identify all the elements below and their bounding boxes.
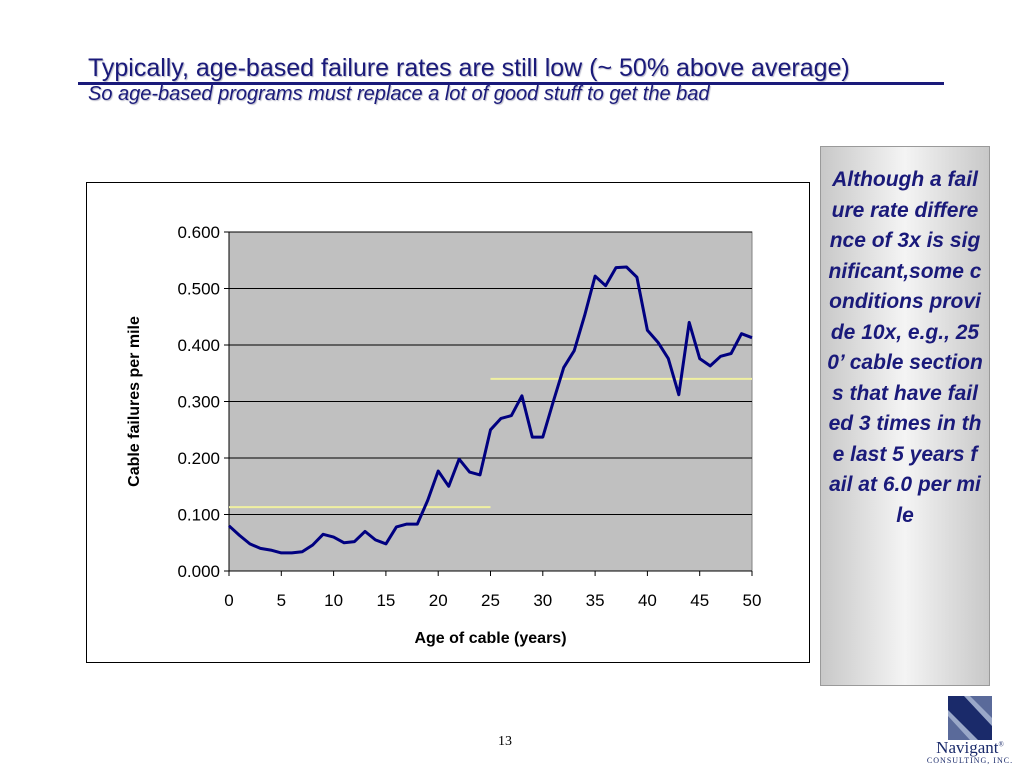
logo-trademark: ® xyxy=(998,740,1004,749)
y-tick-label: 0.200 xyxy=(177,449,220,468)
y-tick-label: 0.400 xyxy=(177,336,220,355)
line-chart: 0.000 0.100 0.200 0.300 0.400 0.500 0.600 0 5 10 1… xyxy=(126,223,762,647)
callout-text: Although a failure rate difference of 3x… xyxy=(827,168,983,527)
y-tick-label: 0.600 xyxy=(177,223,220,242)
title-rule xyxy=(78,82,944,85)
x-tick-label: 30 xyxy=(533,591,552,610)
x-tick-label: 35 xyxy=(586,591,605,610)
y-tick-label: 0.300 xyxy=(177,393,220,412)
logo-name-text: Navigant xyxy=(936,738,999,757)
navigant-logo-mark xyxy=(948,696,992,740)
x-axis-label: Age of cable (years) xyxy=(414,630,566,647)
x-tick-label: 50 xyxy=(743,591,762,610)
title-block: Typically, age-based failure rates are s… xyxy=(88,54,958,106)
slide-subtitle: So age-based programs must replace a lot… xyxy=(88,83,710,105)
logo-name: Navigant® xyxy=(918,738,1022,758)
x-tick-label: 5 xyxy=(277,591,286,610)
chart-frame: 0.000 0.100 0.200 0.300 0.400 0.500 0.600 0 5 10 1… xyxy=(86,182,810,663)
x-tick-label: 40 xyxy=(638,591,657,610)
y-axis-label: Cable failures per mile xyxy=(126,316,143,487)
logo-subtitle: CONSULTING, INC. xyxy=(926,756,1014,765)
x-tick-label: 15 xyxy=(376,591,395,610)
x-tick-label: 0 xyxy=(224,591,233,610)
x-tick-label: 25 xyxy=(481,591,500,610)
navigant-logo: Navigant® CONSULTING, INC. xyxy=(918,696,1022,766)
y-tick-label: 0.500 xyxy=(177,280,220,299)
data-series-line xyxy=(227,265,753,555)
y-tick-label: 0.000 xyxy=(177,562,220,581)
y-tick-label: 0.100 xyxy=(177,506,220,525)
slide-title: Typically, age-based failure rates are s… xyxy=(88,54,850,82)
x-tick-label: 20 xyxy=(429,591,448,610)
callout-box: Although a failure rate difference of 3x… xyxy=(820,146,990,686)
page-number: 13 xyxy=(498,734,512,749)
x-tick-label: 45 xyxy=(690,591,709,610)
x-tick-label: 10 xyxy=(324,591,343,610)
